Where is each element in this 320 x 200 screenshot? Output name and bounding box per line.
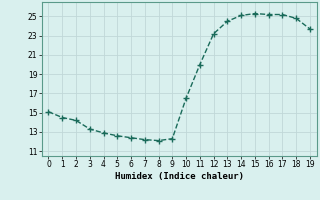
X-axis label: Humidex (Indice chaleur): Humidex (Indice chaleur): [115, 172, 244, 181]
